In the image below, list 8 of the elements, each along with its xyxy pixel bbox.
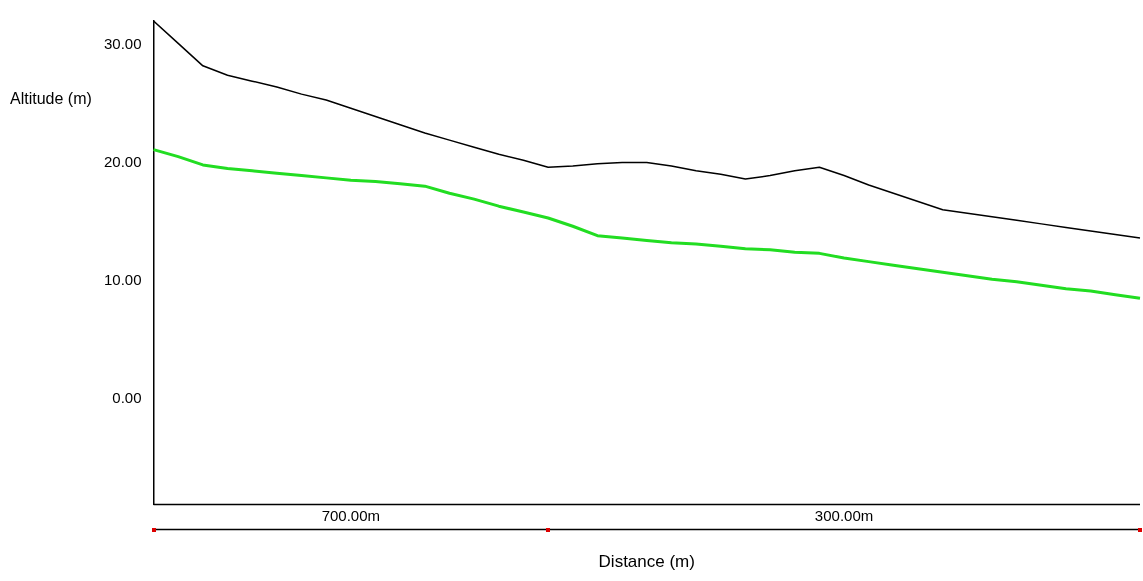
y-tick-label: 20.00 [103,152,142,170]
y-tick-label: 30.00 [103,34,142,52]
text: 300.00m [814,506,874,524]
y-axis-title: Altitude (m) [10,90,92,108]
y-tick-label: 10.00 [103,270,142,288]
y-tick-label: 0.00 [112,388,142,406]
x-axis-title: Distance (m) [598,552,695,572]
text: 700.00m [321,506,381,524]
